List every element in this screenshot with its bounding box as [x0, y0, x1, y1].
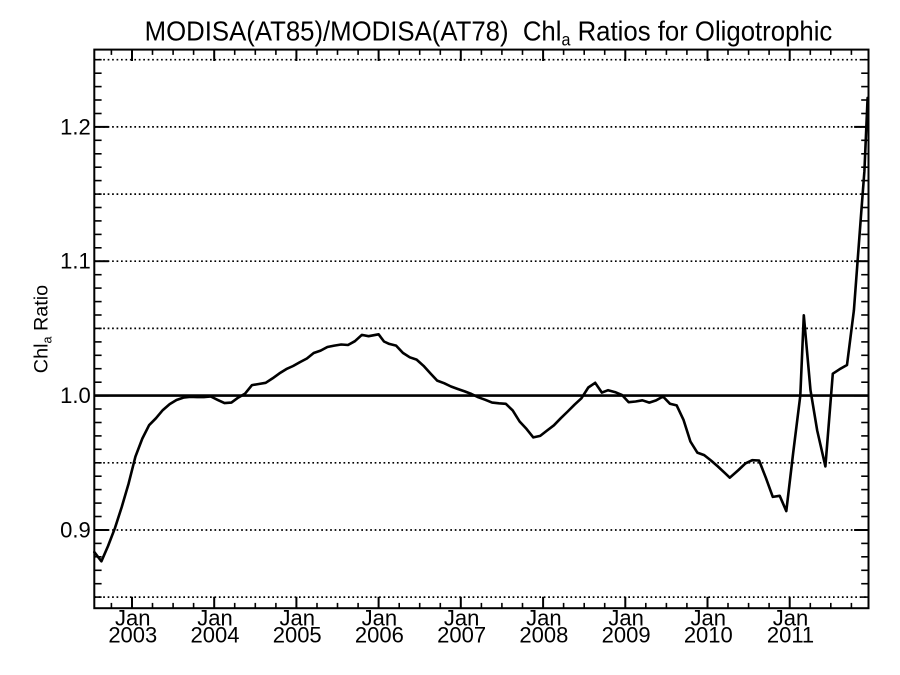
svg-text:Jan: Jan: [362, 606, 397, 631]
svg-text:1.2: 1.2: [60, 114, 91, 139]
svg-text:Jan: Jan: [444, 606, 479, 631]
svg-text:2011: 2011: [767, 622, 814, 647]
svg-text:2003: 2003: [108, 622, 157, 647]
svg-text:2007: 2007: [437, 622, 486, 647]
svg-text:1.1: 1.1: [60, 249, 91, 274]
svg-text:Jan: Jan: [608, 606, 643, 631]
svg-text:Jan: Jan: [773, 606, 808, 631]
svg-text:Chla Ratio: Chla Ratio: [31, 285, 55, 373]
svg-text:2008: 2008: [519, 622, 568, 647]
svg-text:Jan: Jan: [526, 606, 561, 631]
svg-text:0.9: 0.9: [60, 518, 91, 543]
svg-text:2010: 2010: [684, 622, 733, 647]
svg-text:2006: 2006: [355, 622, 404, 647]
svg-text:MODISA(AT85)/MODISA(AT78) Chl: MODISA(AT85)/MODISA(AT78) Chla Ratios fo…: [145, 15, 833, 49]
svg-text:1.0: 1.0: [60, 383, 91, 408]
svg-text:2009: 2009: [602, 622, 651, 647]
svg-text:Jan: Jan: [691, 606, 726, 631]
svg-text:2005: 2005: [273, 622, 322, 647]
svg-text:Jan: Jan: [279, 606, 314, 631]
svg-text:2004: 2004: [191, 622, 240, 647]
svg-text:Jan: Jan: [197, 606, 232, 631]
svg-text:Jan: Jan: [115, 606, 150, 631]
